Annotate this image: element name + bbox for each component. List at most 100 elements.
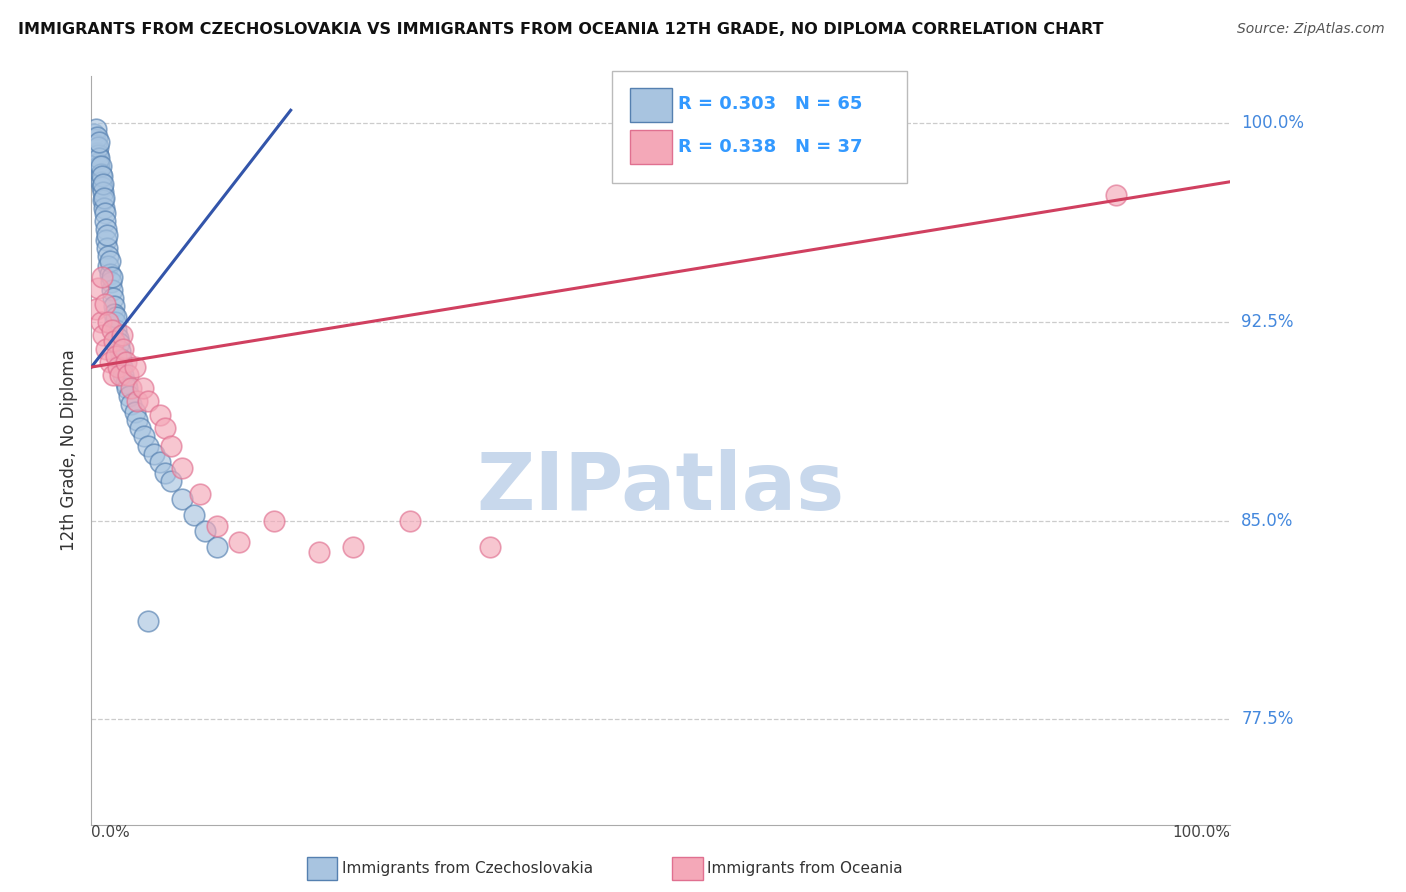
Point — [83, 127, 105, 141]
Point — [149, 455, 172, 469]
Point — [155, 421, 177, 435]
Y-axis label: 12th Grade, No Diploma: 12th Grade, No Diploma — [59, 350, 77, 551]
Text: IMMIGRANTS FROM CZECHOSLOVAKIA VS IMMIGRANTS FROM OCEANIA 12TH GRADE, NO DIPLOMA: IMMIGRANTS FROM CZECHOSLOVAKIA VS IMMIGR… — [18, 22, 1104, 37]
Point — [97, 249, 120, 263]
Point — [98, 268, 121, 282]
Point — [172, 492, 194, 507]
Point — [114, 355, 136, 369]
Point — [143, 447, 166, 461]
Point — [111, 360, 134, 375]
Point — [115, 381, 138, 395]
Point — [125, 394, 148, 409]
Point — [103, 307, 125, 321]
Point — [103, 334, 125, 348]
Point — [89, 159, 111, 173]
Point — [160, 440, 183, 454]
Point — [96, 233, 118, 247]
Point — [98, 355, 121, 369]
Point — [101, 270, 124, 285]
Point — [183, 508, 205, 523]
Point — [105, 350, 128, 364]
Point — [89, 159, 111, 173]
Point — [111, 328, 134, 343]
Point — [101, 283, 124, 297]
Point — [86, 129, 108, 144]
Point — [83, 132, 105, 146]
Point — [91, 194, 114, 208]
Point — [94, 214, 117, 228]
Text: 77.5%: 77.5% — [1241, 710, 1294, 728]
Point — [100, 276, 122, 290]
Point — [205, 540, 228, 554]
Point — [91, 178, 114, 192]
Point — [110, 352, 132, 367]
Point — [84, 137, 107, 152]
Point — [131, 381, 153, 395]
Point — [87, 148, 110, 162]
Point — [120, 381, 142, 395]
Point — [90, 270, 112, 285]
Text: Source: ZipAtlas.com: Source: ZipAtlas.com — [1237, 22, 1385, 37]
Point — [194, 524, 217, 539]
Point — [478, 540, 501, 554]
Point — [90, 169, 112, 184]
Point — [89, 135, 111, 149]
Point — [149, 408, 172, 422]
Point — [98, 254, 121, 268]
Point — [97, 260, 120, 274]
Point — [138, 394, 160, 409]
Point — [342, 540, 364, 554]
Point — [89, 167, 111, 181]
Point — [90, 180, 112, 194]
Point — [96, 222, 118, 236]
Point — [84, 121, 107, 136]
Point — [172, 460, 194, 475]
Point — [107, 336, 129, 351]
Text: Immigrants from Oceania: Immigrants from Oceania — [707, 862, 903, 876]
Point — [105, 323, 128, 337]
Text: 100.0%: 100.0% — [1241, 114, 1305, 133]
Text: ZIPatlas: ZIPatlas — [477, 449, 845, 527]
Point — [101, 323, 124, 337]
Point — [96, 342, 118, 356]
Point — [87, 280, 110, 294]
Point — [132, 429, 155, 443]
Point — [308, 545, 330, 559]
Point — [129, 421, 152, 435]
Point — [86, 145, 108, 160]
Point — [94, 296, 117, 310]
Point — [94, 206, 117, 220]
Point — [155, 466, 177, 480]
Point — [138, 440, 160, 454]
Point — [84, 301, 107, 316]
Point — [188, 487, 211, 501]
Text: 100.0%: 100.0% — [1173, 825, 1230, 840]
Point — [89, 151, 111, 165]
Point — [107, 331, 129, 345]
Point — [101, 368, 124, 382]
Point — [399, 514, 422, 528]
Point — [108, 344, 131, 359]
Point — [125, 413, 148, 427]
Point — [138, 614, 160, 628]
Text: R = 0.338   N = 37: R = 0.338 N = 37 — [678, 138, 862, 156]
Point — [89, 175, 111, 189]
Point — [112, 342, 135, 356]
Point — [107, 360, 129, 375]
Point — [87, 156, 110, 170]
Point — [97, 315, 120, 329]
Point — [108, 368, 131, 382]
Point — [104, 315, 127, 329]
Point — [118, 389, 141, 403]
Text: R = 0.303   N = 65: R = 0.303 N = 65 — [678, 95, 862, 113]
Point — [91, 328, 114, 343]
Point — [101, 291, 124, 305]
Point — [114, 376, 136, 390]
Point — [1105, 188, 1128, 202]
Point — [96, 241, 118, 255]
Point — [89, 315, 111, 329]
Point — [91, 186, 114, 200]
Point — [124, 360, 146, 375]
Point — [117, 368, 139, 382]
Point — [87, 140, 110, 154]
